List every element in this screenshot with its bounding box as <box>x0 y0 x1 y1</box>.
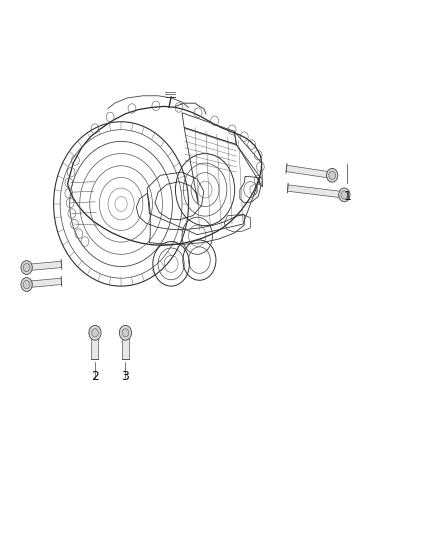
Circle shape <box>339 188 350 202</box>
Text: 3: 3 <box>121 370 129 383</box>
Circle shape <box>23 263 30 272</box>
Circle shape <box>89 325 101 340</box>
Polygon shape <box>26 261 62 271</box>
Polygon shape <box>287 185 345 198</box>
Circle shape <box>23 280 30 289</box>
Text: 1: 1 <box>343 190 351 203</box>
Circle shape <box>92 329 98 337</box>
Circle shape <box>326 168 338 182</box>
Polygon shape <box>92 333 99 359</box>
Polygon shape <box>122 333 129 359</box>
Polygon shape <box>286 165 332 179</box>
Text: 2: 2 <box>91 370 99 383</box>
Polygon shape <box>26 278 62 288</box>
Circle shape <box>119 325 131 340</box>
Circle shape <box>21 261 32 274</box>
Circle shape <box>341 191 348 199</box>
Circle shape <box>329 171 336 180</box>
Circle shape <box>122 329 129 337</box>
Circle shape <box>21 278 32 292</box>
